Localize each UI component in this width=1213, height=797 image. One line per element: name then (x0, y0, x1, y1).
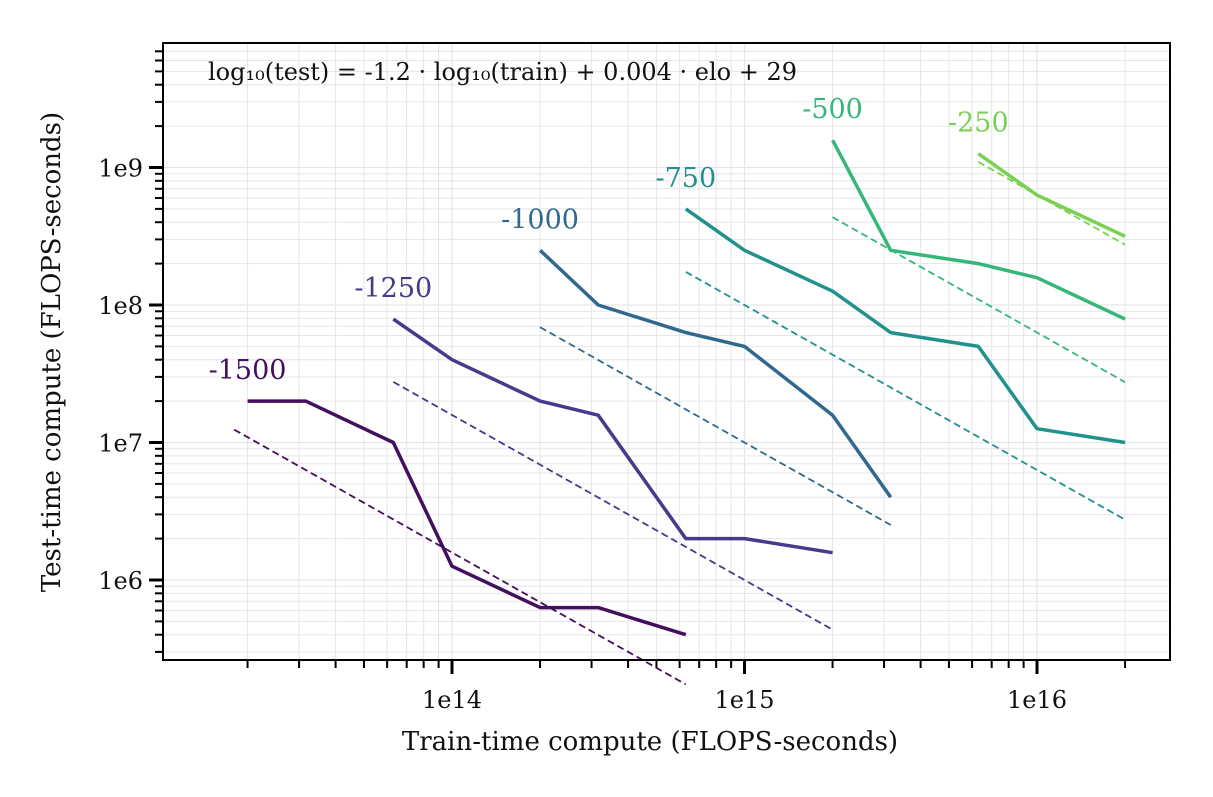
y-tick-label: 1e9 (98, 155, 143, 183)
fit-lines (233, 161, 1126, 686)
x-tick-label: 1e16 (1007, 686, 1067, 714)
y-tick-label: 1e7 (98, 430, 143, 458)
x-tick-label: 1e15 (714, 686, 774, 714)
series-labels: -1500 -1250 -1000 -750 -500 -250 (209, 94, 1009, 386)
series-label--1500: -1500 (209, 355, 287, 386)
y-axis-label: Test-time compute (FLOPS-seconds) (37, 112, 67, 592)
fit-equation-annotation: log₁₀(test) = -1.2 · log₁₀(train) + 0.00… (208, 58, 797, 86)
series-label--750: -750 (655, 163, 716, 194)
plot-frame (162, 42, 1171, 661)
series-label--1000: -1000 (501, 204, 579, 235)
fit-line--1500 (233, 428, 687, 686)
series-line--250 (977, 152, 1126, 238)
series-line--1500 (247, 399, 687, 637)
x-axis-label: Train-time compute (FLOPS-seconds) (402, 727, 898, 757)
series-label--500: -500 (802, 94, 863, 125)
grid (163, 43, 1170, 660)
x-tick-label: 1e14 (422, 686, 482, 714)
y-tick-label: 1e8 (98, 292, 143, 320)
series-label--250: -250 (948, 108, 1009, 139)
series-line--1250 (392, 317, 833, 555)
y-tick-label: 1e6 (98, 567, 143, 595)
series-line--1000 (538, 249, 893, 499)
fit-line--750 (685, 271, 1126, 521)
fit-line--250 (977, 161, 1126, 246)
fit-line--500 (832, 216, 1126, 383)
series-line--750 (684, 207, 1126, 445)
axis-ticks: 1e14 1e15 1e16 1e6 1e7 1e8 1e9 (98, 50, 1127, 714)
series-label--1250: -1250 (354, 273, 432, 304)
fit-line--1000 (539, 326, 892, 526)
fit-line--1250 (392, 381, 833, 631)
series-lines (247, 139, 1126, 637)
